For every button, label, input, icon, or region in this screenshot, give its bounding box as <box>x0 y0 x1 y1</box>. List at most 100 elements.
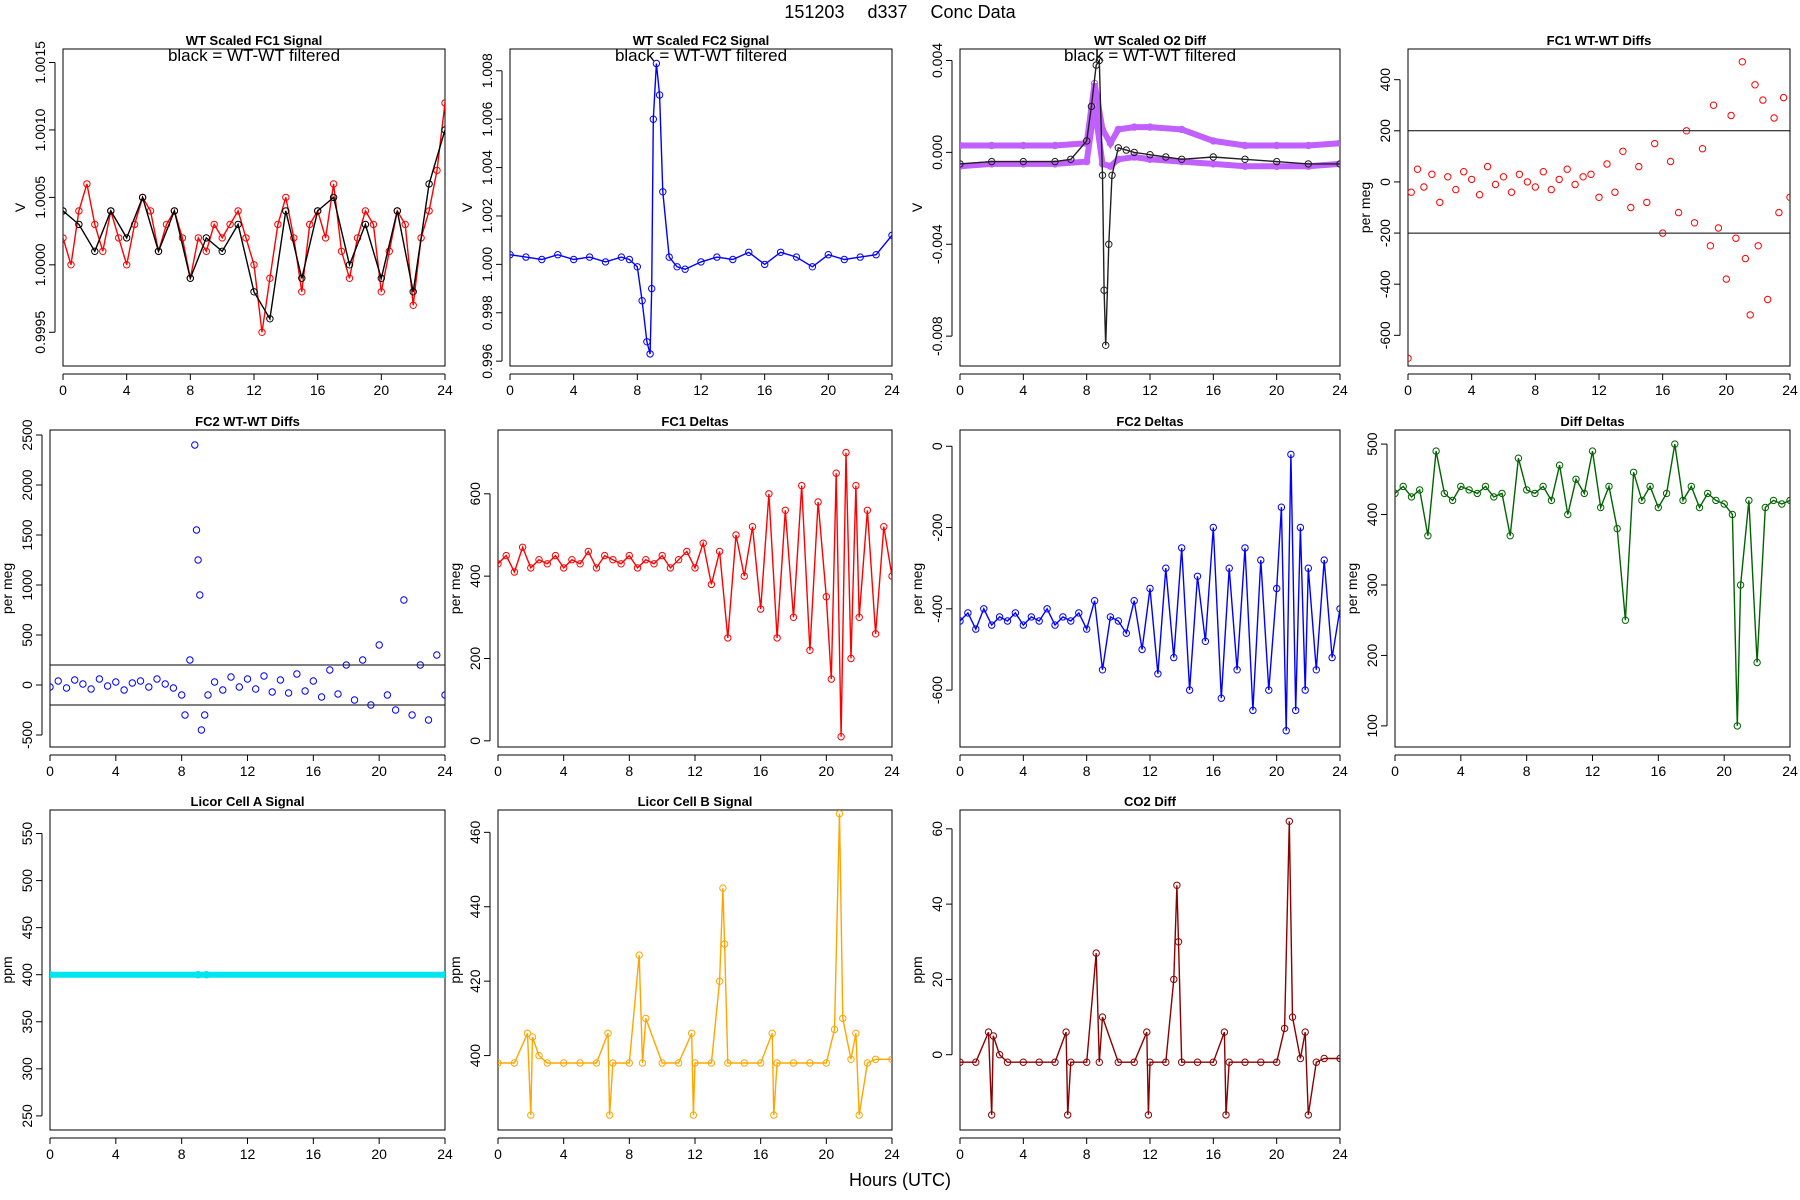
data-point <box>1178 157 1186 166</box>
data-point <box>1490 493 1498 501</box>
x-tick-label: 12 <box>240 763 256 779</box>
data-point <box>1408 188 1415 196</box>
data-point <box>576 560 584 568</box>
data-point <box>1062 1028 1070 1036</box>
x-tick-label: 20 <box>1269 382 1285 398</box>
data-point <box>1613 524 1621 533</box>
data-point <box>1282 727 1290 735</box>
data-point <box>988 141 996 150</box>
data-point <box>266 315 274 323</box>
data-point <box>1611 188 1619 196</box>
data-point <box>1420 183 1428 191</box>
data-point <box>856 253 864 261</box>
data-point <box>1778 500 1786 508</box>
series-fc2-deltas <box>960 450 1340 735</box>
y-tick-label: -200 <box>929 513 945 541</box>
data-point <box>1059 613 1067 621</box>
data-point <box>1067 155 1075 164</box>
data-point <box>535 1051 543 1060</box>
x-tick-label: 24 <box>437 382 453 398</box>
data-point <box>1106 139 1115 147</box>
data-point <box>369 220 378 229</box>
y-tick-label: -600 <box>929 676 945 704</box>
x-axis: 0 4 8 12 16 20 24 <box>956 754 1348 779</box>
data-point <box>989 1032 997 1040</box>
data-point <box>1759 96 1767 104</box>
data-point <box>107 207 115 215</box>
series-wt-wt-filtered <box>960 56 1340 349</box>
page-title: 151203 d337 Conc Data <box>0 2 1800 23</box>
data-point <box>633 263 641 271</box>
data-point <box>1481 482 1490 491</box>
data-point <box>161 680 169 688</box>
data-point <box>393 207 401 215</box>
data-point <box>67 261 75 269</box>
x-tick-label: 4 <box>560 763 568 779</box>
data-point <box>1444 173 1452 181</box>
x-tick-label: 20 <box>1269 763 1285 779</box>
data-point <box>765 490 773 498</box>
data-point <box>1588 447 1597 455</box>
data-point <box>191 441 199 449</box>
y-axis-label: per meg <box>909 563 925 614</box>
data-point <box>1587 170 1595 179</box>
data-point <box>1296 1054 1305 1063</box>
data-point <box>1173 881 1181 889</box>
data-point <box>1170 975 1178 984</box>
data-line <box>960 821 1340 1116</box>
data-point <box>1292 706 1300 715</box>
data-point <box>1638 496 1646 505</box>
data-point <box>1138 645 1146 654</box>
chart-title: FC2 Deltas <box>1116 414 1183 429</box>
data-point <box>1690 219 1699 227</box>
data-point <box>342 661 350 669</box>
data-point <box>570 255 578 264</box>
data-point <box>699 539 707 547</box>
y-tick-label: -0.004 <box>929 224 945 264</box>
data-point <box>1249 706 1257 715</box>
plot-frame <box>509 48 893 367</box>
x-tick-label: 24 <box>437 1146 453 1162</box>
data-point <box>960 141 964 150</box>
data-point <box>197 726 206 734</box>
data-point <box>830 1025 839 1034</box>
y-tick-label: 300 <box>1364 573 1380 597</box>
chart-title: CO2 Diff <box>1124 794 1177 809</box>
data-point <box>789 613 798 621</box>
data-point <box>1288 1013 1297 1021</box>
data-point <box>79 680 87 688</box>
data-point <box>1003 1058 1012 1066</box>
data-point <box>1143 1028 1151 1036</box>
x-tick-label: 8 <box>178 1146 186 1162</box>
data-point <box>609 1059 617 1067</box>
y-tick-label: 550 <box>19 822 35 846</box>
data-point <box>1083 625 1091 633</box>
y-tick-label: 200 <box>467 647 483 671</box>
data-point <box>988 160 996 168</box>
data-point <box>1304 564 1313 572</box>
data-point <box>1273 162 1281 170</box>
x-tick-label: 12 <box>1142 763 1158 779</box>
data-point <box>585 253 594 261</box>
x-tick-label: 16 <box>1206 382 1222 398</box>
data-point <box>674 556 683 564</box>
y-tick-label: 1.0000 <box>32 243 48 286</box>
data-point <box>1635 162 1643 171</box>
data-point <box>781 506 789 514</box>
data-point <box>601 258 610 266</box>
data-point <box>1704 489 1712 498</box>
y-tick-label: 440 <box>467 895 483 919</box>
data-point <box>1241 155 1249 164</box>
data-point <box>1666 157 1675 166</box>
x-tick-label: 0 <box>59 382 67 398</box>
data-point <box>334 690 342 698</box>
y-axis: -600 -400 -200 0 per meg <box>909 442 953 704</box>
data-line <box>63 129 445 321</box>
data-point <box>1217 694 1226 702</box>
y-tick-label: 100 <box>1364 714 1380 738</box>
chart-panel-fc2-diffs: FC2 WT-WT Diffs 0 4 8 12 16 20 24 -500 0 500 1000 15… <box>0 414 453 779</box>
y-tick-label: 1.0005 <box>32 176 48 219</box>
data-point <box>204 691 212 699</box>
y-axis-label: ppm <box>909 956 925 983</box>
